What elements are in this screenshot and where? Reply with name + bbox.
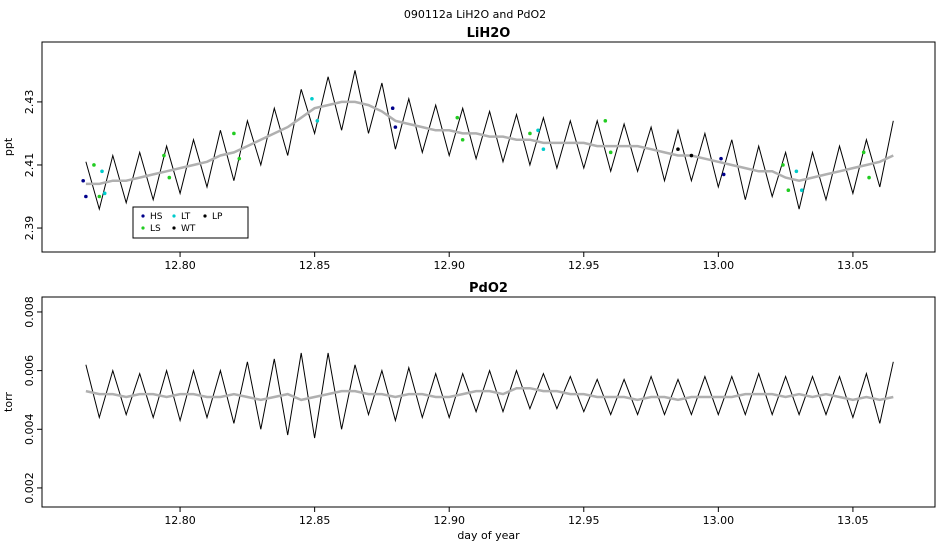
panel-title: LiH2O [467,26,511,41]
legend-marker [141,226,145,230]
y-tick-label: 2.39 [23,216,36,241]
cal-point [167,175,172,180]
y-tick-label: 2.43 [23,90,36,115]
cal-point [689,153,694,158]
legend-marker [203,214,207,218]
x-tick-label: 13.00 [703,514,735,527]
legend-marker [172,226,176,230]
x-tick-label: 13.00 [703,259,735,272]
series-line [85,386,894,402]
y-axis-label: torr [2,392,15,412]
cal-point [92,163,96,167]
cal-point [721,172,726,177]
x-tick-label: 12.90 [433,514,465,527]
cal-point [310,96,314,101]
cal-point [528,131,532,136]
cal-point [786,188,791,192]
y-tick-label: 2.41 [23,153,36,178]
x-tick-label: 13.05 [837,514,869,527]
x-tick-label: 12.80 [164,259,196,272]
legend-label: LT [181,212,191,222]
legend-box [132,206,249,239]
plot-area [81,70,894,212]
plot-area [85,352,894,439]
y-axis-label: ppt [2,137,15,156]
x-axis-label: day of year [457,529,520,542]
cal-point [536,128,540,133]
x-tick-label: 12.95 [568,259,600,272]
x-tick-label: 12.90 [433,259,465,272]
cal-point [97,194,102,199]
figure-title: 090112a LiH2O and PdO2 [404,8,546,21]
y-tick-label: 0.004 [23,414,36,446]
cal-point [676,147,680,152]
panel-title: PdO2 [469,281,508,296]
cal-point [861,150,866,155]
cal-point [393,125,398,129]
cal-point [81,178,85,183]
cal-point [867,175,871,180]
x-tick-label: 12.95 [568,514,600,527]
legend-label: HS [150,212,163,222]
series-line [85,352,894,439]
cal-point [799,188,804,192]
cal-point [100,169,104,174]
x-tick-label: 12.80 [164,514,196,527]
cal-point [608,150,613,155]
legend-label: WT [181,224,196,234]
plot-frame [41,41,936,253]
series-line [85,100,894,186]
legend-marker [141,214,145,218]
cal-point [719,156,723,161]
cal-point [232,131,236,136]
cal-point [84,194,88,199]
cal-point [102,191,107,196]
legend-marker [172,214,176,218]
y-tick-label: 0.008 [23,296,36,328]
legend-label: LS [150,224,161,234]
y-tick-label: 0.002 [23,472,36,504]
y-tick-label: 0.006 [23,355,36,387]
cal-point [460,137,465,142]
cal-point [781,163,785,167]
cal-point [794,169,799,174]
x-tick-label: 12.85 [299,259,331,272]
cal-point [541,147,546,152]
cal-point [162,153,166,158]
cal-point [315,119,320,123]
legend-label: LP [212,212,223,222]
plot-frame [41,296,936,508]
x-tick-label: 12.85 [299,514,331,527]
series-line [85,70,894,212]
cal-point [603,119,608,123]
x-tick-label: 13.05 [837,259,869,272]
cal-point [237,156,242,161]
cal-point [455,115,460,120]
cal-point [390,106,395,111]
